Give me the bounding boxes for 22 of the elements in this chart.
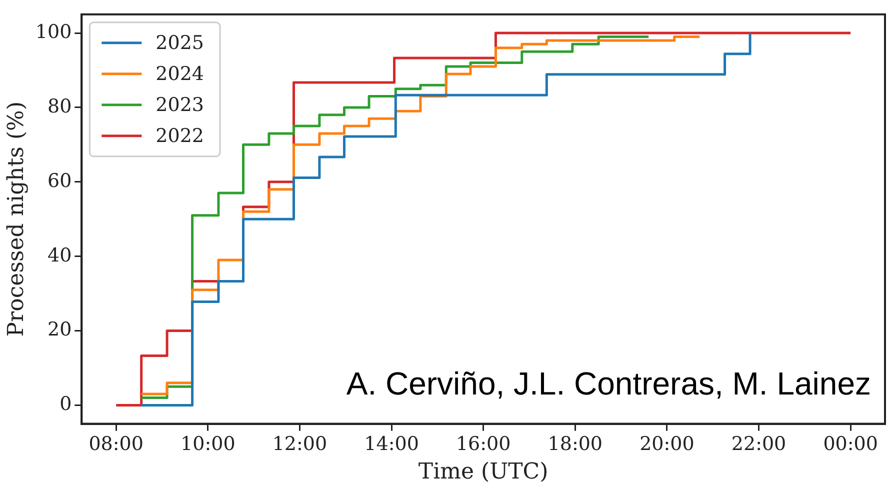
x-tick-label: 14:00 xyxy=(364,433,419,456)
x-axis-title: Time (UTC) xyxy=(418,460,548,485)
x-tick-label: 22:00 xyxy=(731,433,786,456)
annotation: A. Cerviño, J.L. Contreras, M. Lainez xyxy=(346,366,871,402)
y-axis-title: Processed nights (%) xyxy=(4,101,29,337)
x-tick-label: 20:00 xyxy=(640,433,694,456)
x-tick-label: 18:00 xyxy=(548,433,603,456)
y-tick-label: 60 xyxy=(47,170,72,192)
y-tick-label: 20 xyxy=(47,318,72,341)
x-tick-label: 10:00 xyxy=(180,433,236,456)
legend-label: 2022 xyxy=(156,124,204,147)
legend-label: 2023 xyxy=(156,94,204,116)
x-tick-label: 08:00 xyxy=(88,433,144,456)
y-tick-label: 100 xyxy=(35,20,72,43)
y-tick-label: 0 xyxy=(60,393,72,416)
y-tick-label: 80 xyxy=(47,95,72,118)
legend-label: 2024 xyxy=(156,62,204,85)
legend-label: 2025 xyxy=(156,32,204,54)
y-tick-label: 40 xyxy=(47,244,72,266)
x-tick-label: 00:00 xyxy=(823,433,878,456)
x-tick-label: 16:00 xyxy=(456,433,511,456)
x-tick-label: 12:00 xyxy=(272,433,328,456)
